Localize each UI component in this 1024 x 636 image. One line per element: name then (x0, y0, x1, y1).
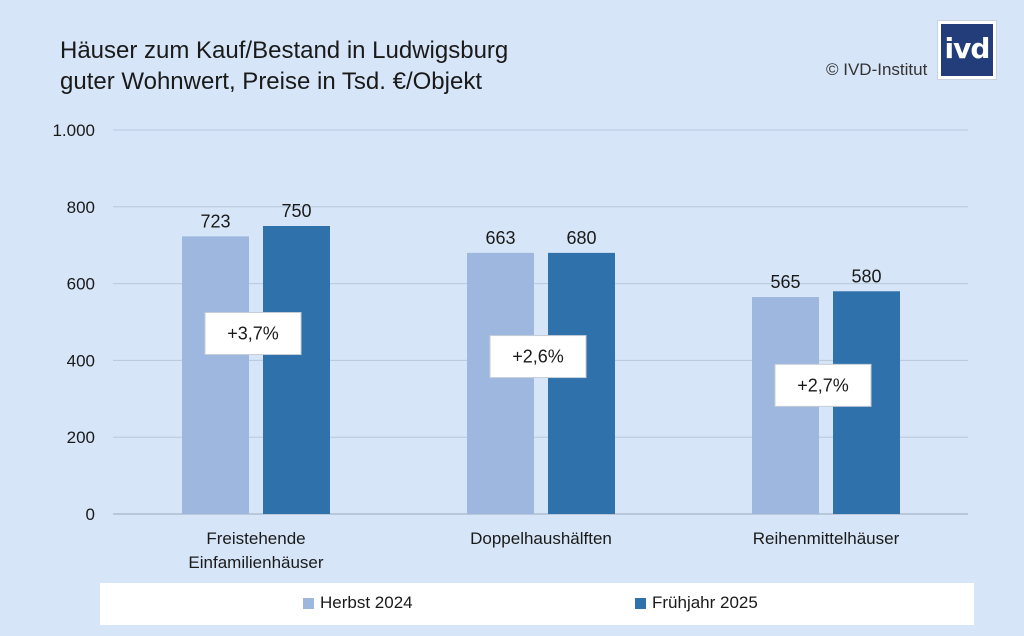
y-tick-label: 600 (67, 275, 95, 294)
chart-title-line-1: Häuser zum Kauf/Bestand in Ludwigsburg (60, 37, 509, 64)
annotation-label: +2,6% (512, 347, 564, 367)
x-tick-label: Freistehende (206, 529, 305, 548)
y-tick-label: 1.000 (52, 121, 95, 140)
chart-title-line-2: guter Wohnwert, Preise in Tsd. €/Objekt (60, 68, 482, 95)
y-axis-ticks: 0 200 400 600 800 1.000 (52, 121, 95, 524)
annotation-box (204, 312, 302, 356)
legend-item-herbst-2024: Herbst 2024 (303, 593, 413, 613)
copyright-text: © IVD-Institut (826, 60, 928, 79)
bar (182, 236, 249, 515)
data-label: 723 (200, 211, 230, 231)
ivd-logo-text: ivd (941, 24, 993, 76)
legend-label-fruehjahr-2025: Frühjahr 2025 (652, 593, 758, 612)
data-label: 750 (281, 201, 311, 221)
bar (263, 226, 330, 514)
y-tick-label: 0 (86, 505, 95, 524)
ivd-logo: ivd (937, 20, 997, 80)
x-axis-labels: Freistehende Einfamilienhäuser Doppelhaush… (188, 529, 899, 572)
bar (467, 252, 534, 514)
change-annotations: +3,7% +2,6% +2,7% (204, 312, 872, 407)
data-label: 680 (566, 228, 596, 248)
legend-swatch-herbst-2024 (303, 597, 314, 609)
annotation-label: +2,7% (797, 375, 849, 395)
y-tick-label: 200 (67, 428, 95, 447)
bar (548, 252, 615, 514)
x-tick-label: Doppelhaushälften (470, 529, 612, 548)
y-tick-label: 400 (67, 351, 95, 370)
y-tick-label: 800 (67, 198, 95, 217)
x-tick-label: Reihenmittelhäuser (753, 529, 900, 548)
data-label: 565 (770, 272, 800, 292)
legend: Herbst 2024 Frühjahr 2025 (100, 583, 974, 625)
legend-swatch-fruehjahr-2025 (635, 597, 646, 609)
bars (182, 226, 900, 515)
data-label: 663 (485, 228, 515, 248)
data-label: 580 (851, 266, 881, 286)
data-labels: 723 663 565 750 680 580 (200, 201, 881, 292)
legend-item-fruehjahr-2025: Frühjahr 2025 (635, 593, 758, 613)
annotation-box (489, 335, 587, 379)
x-tick-label: Einfamilienhäuser (188, 553, 323, 572)
annotation-label: +3,7% (227, 324, 279, 344)
legend-label-herbst-2024: Herbst 2024 (320, 593, 413, 612)
annotation-box (774, 363, 872, 407)
